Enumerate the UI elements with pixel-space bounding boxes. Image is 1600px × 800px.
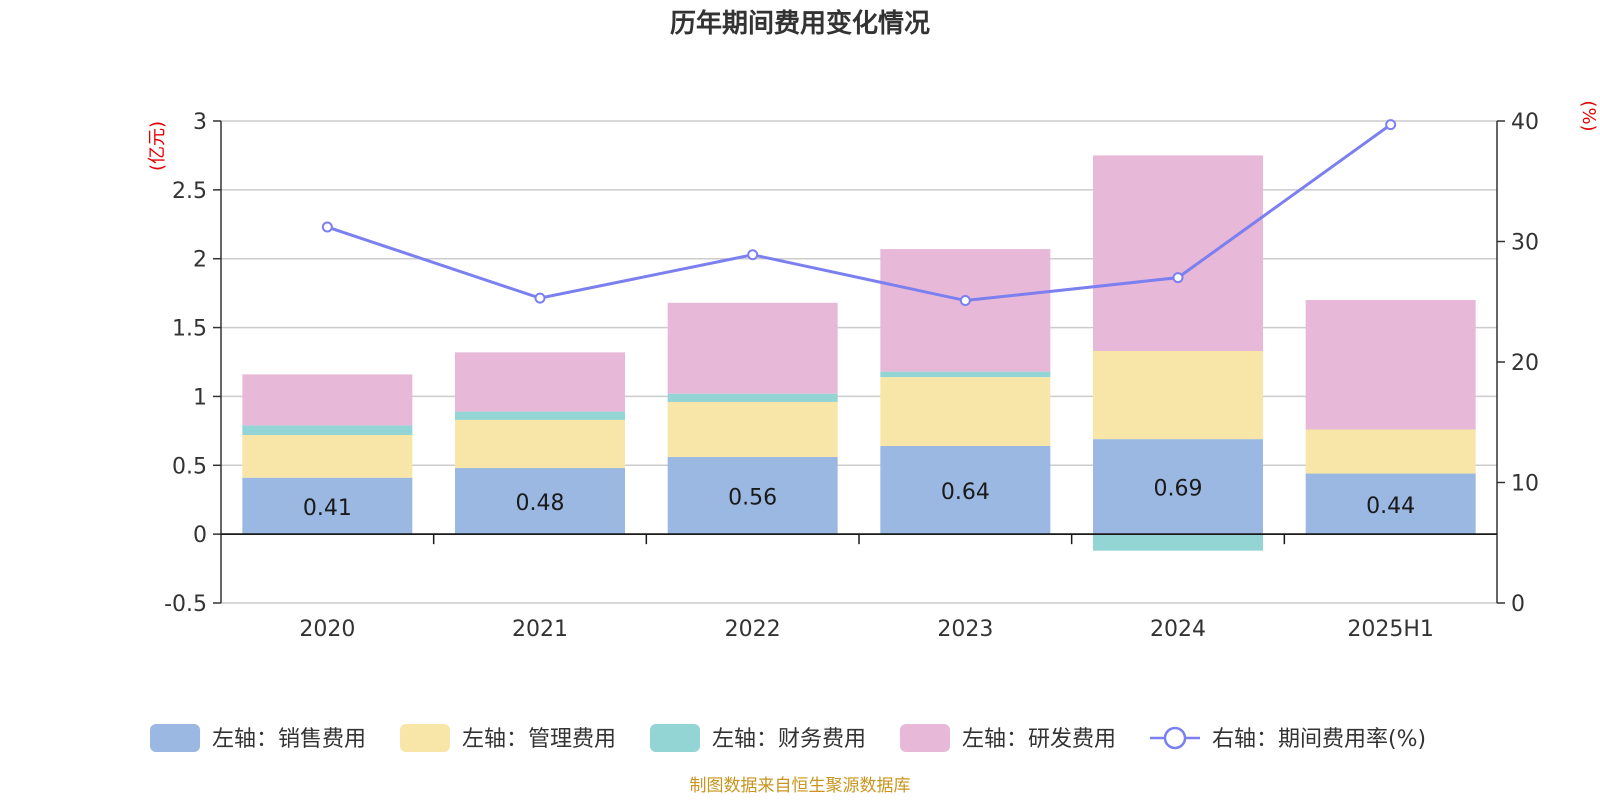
bar-segment <box>242 374 413 426</box>
right-axis-tick-label: 20 <box>1511 351 1539 376</box>
left-axis-tick-label: 2.5 <box>172 179 207 204</box>
x-axis-tick-label: 2024 <box>1150 617 1206 642</box>
x-axis-tick-label: 2022 <box>725 617 781 642</box>
bar-segment <box>1305 300 1476 430</box>
rate-point <box>1385 119 1397 131</box>
left-axis-tick-label: 1.5 <box>172 317 207 342</box>
bar-segment <box>880 446 1051 535</box>
rate-point <box>534 292 546 304</box>
left-axis-unit: (亿元) <box>147 121 168 171</box>
rate-point <box>959 295 971 307</box>
chart-title: 历年期间费用变化情况 <box>670 8 930 39</box>
bar-segment <box>667 457 838 535</box>
bar-segment <box>880 371 1051 378</box>
bar-segment <box>1093 439 1263 535</box>
bar-data-label: 0.56 <box>728 486 777 511</box>
bar-segment <box>667 401 838 458</box>
left-axis-tick-label: 3 <box>193 110 207 135</box>
right-axis-tick-label: 0 <box>1511 592 1525 617</box>
line-series <box>321 119 1397 307</box>
x-axis-labels: 2020 2021 2022 2023 2024 2025H1 <box>299 617 1434 642</box>
left-axis: 3 2.5 2 1.5 1 0.5 0 -0.5 <box>164 110 222 617</box>
bar-segment <box>880 377 1051 447</box>
legend-swatch <box>650 724 700 752</box>
left-axis-tick-label: 0 <box>193 523 207 548</box>
bar-data-label: 0.41 <box>303 496 352 521</box>
bar-segment <box>455 411 625 420</box>
legend-swatch <box>400 724 450 752</box>
legend-label: 左轴：研发费用 <box>962 727 1116 752</box>
x-axis-tick-label: 2021 <box>512 617 568 642</box>
bar-segment <box>455 468 625 535</box>
legend-label: 左轴：财务费用 <box>712 727 866 752</box>
legend-swatch <box>900 724 950 752</box>
bar-data-label: 0.48 <box>516 491 565 516</box>
bar-segment <box>880 249 1051 372</box>
bar-segment <box>1093 350 1263 440</box>
right-axis-tick-label: 40 <box>1511 110 1539 135</box>
legend: 左轴：销售费用 左轴：管理费用 左轴：财务费用 左轴：研发费用 右轴：期间费用率(%) <box>150 724 1426 752</box>
x-axis <box>221 533 1497 545</box>
gridlines <box>221 120 1497 604</box>
left-axis-tick-label: 1 <box>193 385 207 410</box>
left-axis-tick-label: 0.5 <box>172 454 207 479</box>
bar-data-label: 0.64 <box>941 480 990 505</box>
x-axis-tick-label: 2023 <box>937 617 993 642</box>
bar-data-label: 0.69 <box>1154 477 1203 502</box>
rate-line <box>326 123 1392 303</box>
bar-segment <box>667 393 838 402</box>
legend-label: 左轴：销售费用 <box>212 727 366 752</box>
rate-point <box>1172 272 1184 284</box>
legend-swatch <box>150 724 200 752</box>
rate-point <box>321 221 333 233</box>
bar-segment <box>242 425 413 435</box>
bar-segment <box>455 352 625 412</box>
bar-segment <box>455 419 625 469</box>
x-axis-tick-label: 2020 <box>299 617 355 642</box>
left-axis-tick-label: 2 <box>193 248 207 273</box>
legend-label: 右轴：期间费用率(%) <box>1212 727 1426 752</box>
right-axis-tick-label: 30 <box>1511 231 1539 256</box>
bar-data-label: 0.44 <box>1366 494 1415 519</box>
legend-circle-marker <box>1163 726 1187 750</box>
bar-segment <box>1305 473 1476 535</box>
source-note: 制图数据来自恒生聚源数据库 <box>690 776 911 796</box>
right-axis-tick-label: 10 <box>1511 472 1539 497</box>
right-axis-unit: (%) <box>1578 100 1599 131</box>
x-axis-tick-label: 2025H1 <box>1347 617 1434 642</box>
data-labels: 0.41 0.48 0.56 0.64 0.69 0.44 <box>303 477 1415 521</box>
bar-segment <box>1093 534 1263 551</box>
bar-segment <box>242 434 413 478</box>
bar-segment <box>242 477 413 535</box>
rate-point <box>747 249 759 261</box>
bar-series <box>242 155 1476 551</box>
right-axis: 40 30 20 10 0 <box>1496 110 1539 617</box>
bar-segment <box>1305 429 1476 474</box>
left-axis-tick-label: -0.5 <box>164 592 207 617</box>
bar-segment <box>667 302 838 394</box>
legend-label: 左轴：管理费用 <box>462 727 616 752</box>
bar-segment <box>1093 155 1263 351</box>
